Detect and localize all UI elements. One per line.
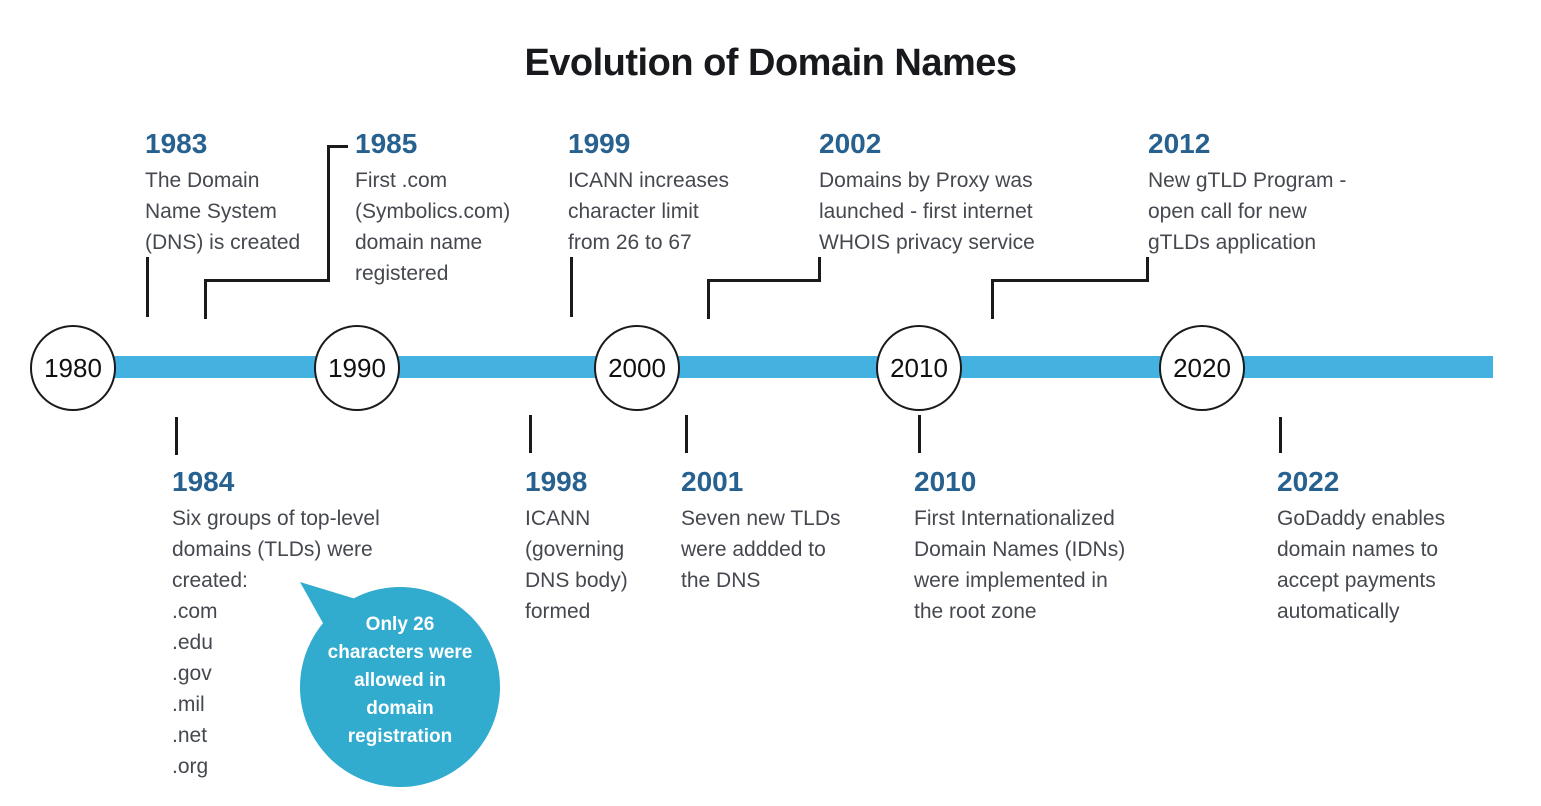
connector-1985-stub [204,279,207,319]
event-1999: 1999 ICANN increases character limit fro… [568,128,729,258]
marker-label: 1990 [328,352,386,383]
connector-2002-stub [707,279,710,319]
connector-2010 [918,415,921,453]
event-year: 2012 [1148,128,1211,159]
event-year: 1985 [355,128,418,159]
event-year: 2002 [819,128,882,159]
event-year: 1983 [145,128,208,159]
event-1985: 1985 First .com (Symbolics.com) domain n… [355,128,510,289]
event-2012: 2012 New gTLD Program - open call for ne… [1148,128,1346,258]
connector-1985-top [327,145,348,148]
event-2002: 2002 Domains by Proxy was launched - fir… [819,128,1035,258]
connector-2012-elbow [991,279,1149,282]
timeline-marker-2020: 2020 [1159,325,1245,411]
connector-2022 [1279,417,1282,453]
page-title: Evolution of Domain Names [524,42,1017,84]
connector-2012-stub [991,279,994,319]
connector-2002-elbow [707,279,821,282]
event-1998: 1998 ICANN (governing DNS body) formed [525,466,628,627]
event-description: GoDaddy enables domain names to accept p… [1277,507,1446,623]
timeline-bar [110,356,1493,378]
event-1983: 1983 The Domain Name System (DNS) is cre… [145,128,300,258]
marker-label: 2020 [1173,352,1231,383]
callout-text: Only 26 characters were allowed in domai… [327,614,473,747]
timeline-marker-1990: 1990 [314,325,400,411]
connector-1985-drop [327,145,330,282]
event-1984: 1984 Six groups of top-level domains (TL… [172,466,380,782]
event-description: ICANN (governing DNS body) formed [525,507,628,623]
connector-1985-elbow [204,279,330,282]
marker-label: 1980 [44,352,102,383]
event-year: 1998 [525,466,588,497]
callout-bubble: Only 26 characters were allowed in domai… [300,587,500,787]
event-2001: 2001 Seven new TLDs were addded to the D… [681,466,841,596]
event-description: First Internationalized Domain Names (ID… [914,507,1126,623]
marker-label: 2010 [890,352,948,383]
timeline-marker-2000: 2000 [594,325,680,411]
connector-1983 [146,257,149,317]
event-2022: 2022 GoDaddy enables domain names to acc… [1277,466,1445,627]
connector-1999 [570,257,573,317]
event-year: 2010 [914,466,977,497]
connector-2001 [685,415,688,453]
marker-label: 2000 [608,352,666,383]
connector-1998 [529,415,532,453]
event-description: The Domain Name System (DNS) is created [145,169,301,254]
event-year: 1984 [172,466,235,497]
timeline-marker-2010: 2010 [876,325,962,411]
timeline-marker-1980: 1980 [30,325,116,411]
connector-2012-drop [1146,257,1149,282]
event-description: Six groups of top-level domains (TLDs) w… [172,507,380,778]
event-year: 2022 [1277,466,1340,497]
event-description: First .com (Symbolics.com) domain name r… [355,169,511,285]
event-description: Domains by Proxy was launched - first in… [819,169,1035,254]
connector-1984 [175,417,178,455]
event-year: 2001 [681,466,744,497]
event-description: ICANN increases character limit from 26 … [568,169,730,254]
event-description: New gTLD Program - open call for new gTL… [1148,169,1347,254]
connector-2002-drop [818,257,821,282]
event-description: Seven new TLDs were addded to the DNS [681,507,841,592]
event-year: 1999 [568,128,631,159]
event-2010: 2010 First Internationalized Domain Name… [914,466,1125,627]
